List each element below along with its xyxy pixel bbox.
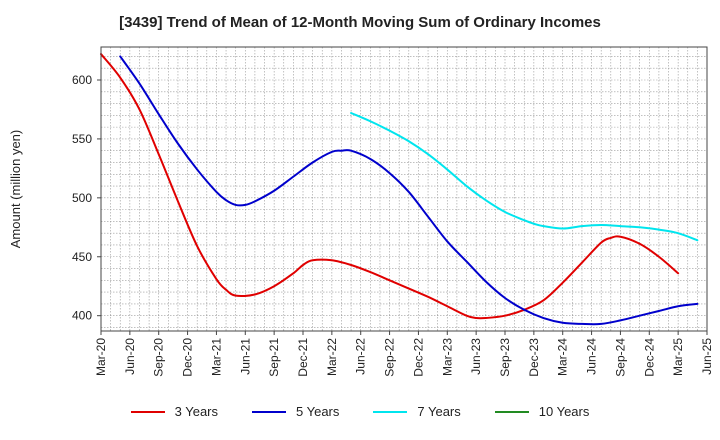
legend-label-5-years: 5 Years (296, 404, 340, 419)
legend-label-7-years: 7 Years (417, 404, 461, 419)
legend-swatch-10-years (494, 410, 529, 413)
series-line-5-years (119, 55, 699, 326)
x-tick-label: Sep-23 (498, 338, 512, 377)
legend-swatch-3-years (130, 410, 165, 413)
legend-swatch-7-years (373, 410, 408, 413)
x-tick-label: Mar-22 (325, 338, 339, 376)
x-tick-label: Sep-21 (267, 338, 281, 377)
legend-label-3-years: 3 Years (174, 404, 218, 419)
x-tick-label: Jun-22 (354, 338, 368, 375)
chart-title: [3439] Trend of Mean of 12-Month Moving … (119, 14, 601, 31)
legend-item-7-years: 7 Years (373, 404, 461, 419)
grid (101, 47, 707, 331)
x-tick-label: Jun-24 (585, 338, 599, 375)
legend-item-5-years: 5 Years (252, 404, 339, 419)
series-line-3-years (100, 53, 680, 320)
x-tick-label: Jun-20 (123, 338, 137, 375)
x-tick-label: Mar-25 (671, 338, 685, 376)
legend: 3 Years 5 Years 7 Years 10 Years (0, 404, 720, 419)
x-tick-label: Jun-21 (238, 338, 252, 375)
y-tick-label: 550 (72, 132, 92, 146)
x-tick-label: Dec-21 (296, 338, 310, 377)
axis-ticks: 400 450 500 550 600 Mar-20 Jun-20 Sep-20 Dec-20 M… (72, 73, 714, 377)
y-axis-title: Amount (million yen) (8, 130, 23, 249)
x-tick-label: Mar-24 (556, 338, 570, 376)
x-tick-label: Mar-23 (440, 338, 454, 376)
x-tick-label: Dec-20 (181, 338, 195, 377)
x-tick-label: Dec-24 (642, 338, 656, 377)
x-tick-label: Jun-23 (469, 338, 483, 375)
plot-frame (100, 46, 708, 332)
y-tick-label: 600 (72, 73, 92, 87)
series-lines (100, 53, 699, 326)
legend-label-10-years: 10 Years (538, 404, 590, 419)
x-tick-label: Jun-25 (700, 338, 714, 375)
x-tick-label: Mar-21 (209, 338, 223, 376)
x-tick-label: Sep-24 (613, 338, 627, 377)
y-tick-label: 500 (72, 191, 92, 205)
x-tick-label: Sep-20 (152, 338, 166, 377)
series-line-7-years (350, 111, 699, 242)
x-tick-label: Dec-22 (411, 338, 425, 377)
plot-background (101, 47, 707, 331)
y-tick-label: 450 (72, 250, 92, 264)
y-tick-label: 400 (72, 309, 92, 323)
legend-item-3-years: 3 Years (130, 404, 218, 419)
x-tick-label: Dec-23 (527, 338, 541, 377)
x-tick-label: Sep-22 (383, 338, 397, 377)
x-tick-label: Mar-20 (94, 338, 108, 376)
legend-item-10-years: 10 Years (494, 404, 590, 419)
legend-swatch-5-years (252, 410, 286, 413)
